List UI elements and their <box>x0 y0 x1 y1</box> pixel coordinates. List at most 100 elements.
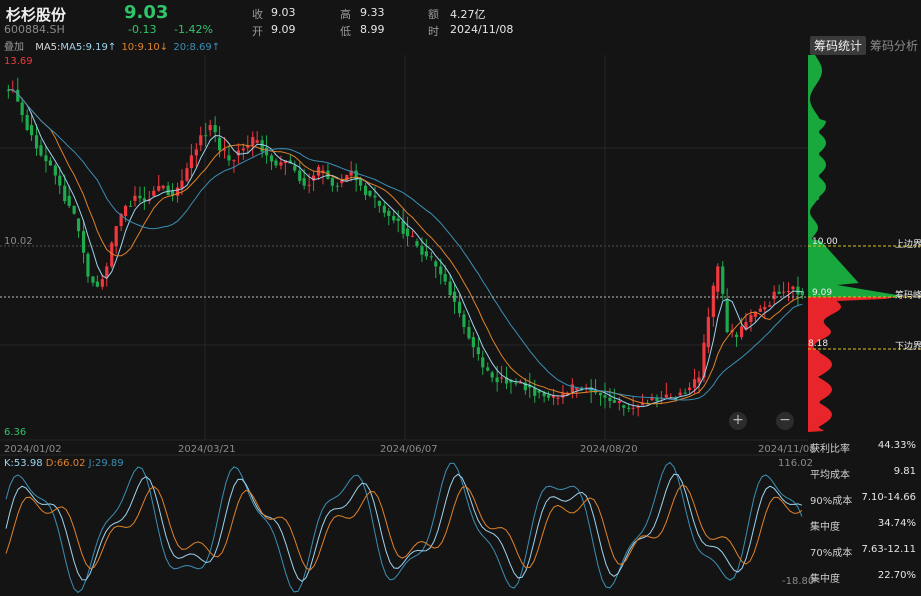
stat-label-concentration-70: 集中度 <box>810 574 840 585</box>
candle-body <box>67 195 71 206</box>
zoom-out-button[interactable]: − <box>776 412 794 430</box>
candle-body <box>269 155 274 162</box>
candle-body <box>796 286 800 295</box>
chip-distribution <box>808 55 897 432</box>
quote-label-time: 时 <box>428 25 439 38</box>
candle-body <box>739 326 744 338</box>
stat-value-avg-cost: 9.81 <box>893 466 916 477</box>
candle-body <box>128 205 133 207</box>
kdj-d-value: D:66.02 <box>45 458 86 469</box>
candle-body <box>138 195 142 199</box>
candle-body <box>781 291 786 293</box>
candle-body <box>471 337 475 348</box>
candle-body <box>645 402 650 404</box>
candle-body <box>401 221 405 234</box>
candle-body <box>161 185 165 189</box>
candle-body <box>481 357 485 368</box>
quote-label-open: 开 <box>252 25 263 38</box>
x-axis-label-5: 2024/11/08 <box>758 444 816 455</box>
candle-body <box>721 266 725 294</box>
candle-body <box>199 135 203 146</box>
candle-body <box>749 315 753 322</box>
ma20-line <box>8 89 803 401</box>
candle-body <box>236 150 240 156</box>
candle-body <box>373 195 377 198</box>
stat-label-profit-ratio: 获利比率 <box>810 444 850 455</box>
y-axis-low: 6.36 <box>4 427 27 438</box>
candle-body <box>227 155 231 161</box>
candle-body <box>302 178 306 186</box>
candle-body <box>110 242 114 267</box>
stat-label-90-cost: 90%成本 <box>810 496 853 507</box>
candle-body <box>368 190 372 196</box>
candle-body <box>175 187 180 196</box>
quote-value-low: 8.99 <box>360 23 385 36</box>
quote-label-amount: 额 <box>428 8 439 21</box>
overlay-button[interactable]: 叠加 <box>4 42 24 53</box>
candle-body <box>763 306 767 310</box>
candle-body <box>114 226 118 247</box>
price-change-pct: -1.42% <box>174 23 213 36</box>
candle-body <box>34 135 39 149</box>
quote-value-amount: 4.27亿 <box>450 8 486 21</box>
candle-body <box>363 185 368 196</box>
tab-chip-stats[interactable]: 筹码统计 <box>810 36 867 55</box>
ma-legend: 叠加 MA5:MA5:9.19↑ 10:9.10↓ 20:8.69↑ <box>4 42 221 53</box>
price-change: -0.13 <box>128 23 157 36</box>
tab-chip-analysis[interactable]: 筹码分析 <box>870 39 919 53</box>
candle-body <box>311 175 316 181</box>
candle-body <box>561 393 565 398</box>
candle-body <box>208 125 212 131</box>
candle-body <box>448 281 452 296</box>
candle-body <box>180 180 184 189</box>
candle-body <box>495 377 499 383</box>
x-axis-label-3: 2024/06/07 <box>380 444 438 455</box>
candle-body <box>16 89 20 102</box>
quote-label-close: 收 <box>252 8 263 21</box>
quote-value-open: 9.09 <box>271 23 296 36</box>
chip-peak-value: 9.09 <box>812 288 833 298</box>
candle-body <box>255 140 259 143</box>
candle-body <box>279 162 283 166</box>
kdj-d-line <box>5 484 803 571</box>
stat-value-concentration-70: 22.70% <box>877 570 916 581</box>
candle-body <box>575 387 579 391</box>
candle-body <box>213 125 217 133</box>
candle-body <box>777 291 781 294</box>
candle-body <box>687 387 692 391</box>
candle-body <box>486 367 490 371</box>
candle-body <box>382 205 386 213</box>
kdj-top-label: 116.02 <box>778 458 813 469</box>
candle-body <box>674 397 678 400</box>
candle-body <box>20 102 24 116</box>
x-axis-label-1: 2024/01/02 <box>4 444 62 455</box>
candle-body <box>123 205 128 216</box>
candle-body <box>91 276 95 283</box>
chip-upper-value: 10.00 <box>812 237 838 247</box>
candle-body <box>800 290 804 296</box>
candle-body <box>152 190 156 196</box>
candle-body <box>293 165 297 171</box>
candle-body <box>251 137 255 146</box>
candle-body <box>636 406 640 408</box>
candle-body <box>439 266 443 275</box>
kdj-j-value: J:29.89 <box>88 458 124 469</box>
quote-label-low: 低 <box>340 25 351 38</box>
stat-value-concentration-90: 34.74% <box>877 518 916 529</box>
candle-body <box>622 405 626 408</box>
candlesticks <box>6 77 804 417</box>
candle-body <box>617 400 621 403</box>
zoom-in-button[interactable]: + <box>729 412 747 430</box>
stat-label-avg-cost: 平均成本 <box>810 470 850 481</box>
candle-body <box>185 168 189 181</box>
candle-body <box>514 382 518 384</box>
candle-body <box>499 377 504 379</box>
candle-body <box>166 185 170 196</box>
candle-body <box>791 286 795 290</box>
candle-body <box>640 402 645 406</box>
candle-body <box>467 327 471 339</box>
candle-body <box>551 395 556 398</box>
chip-upper-label: 上边界 <box>895 240 921 250</box>
candle-body <box>537 390 541 393</box>
